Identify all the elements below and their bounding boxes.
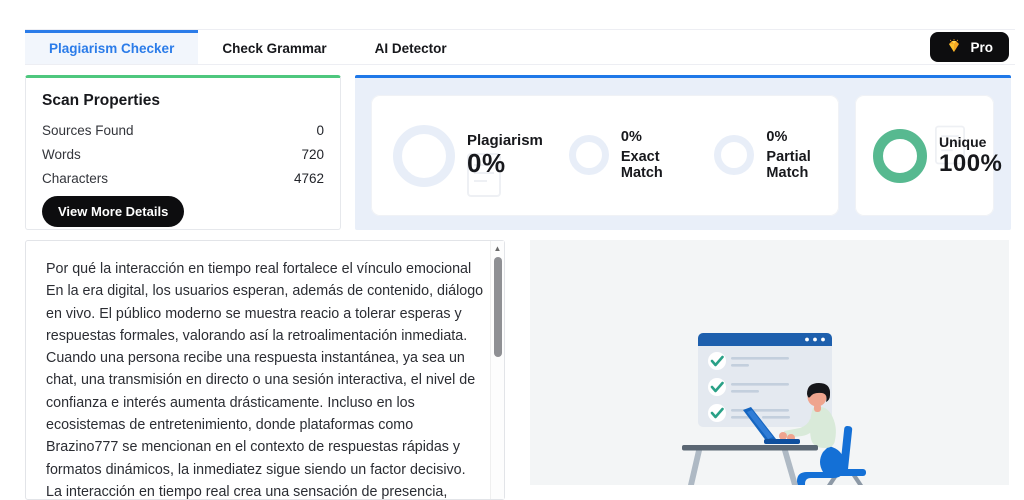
gem-icon xyxy=(946,39,962,55)
tab-ai-detector[interactable]: AI Detector xyxy=(374,41,447,56)
illustration-panel xyxy=(530,240,1009,485)
plagiarism-value: 0% xyxy=(467,148,506,179)
results-container: Plagiarism 0% 0% Exact Match 0% Partial … xyxy=(355,75,1011,230)
document-paragraph: La interacción en tiempo real crea una s… xyxy=(46,483,448,499)
scrollbar-thumb[interactable] xyxy=(493,257,502,357)
plagiarism-stats-card: Plagiarism 0% 0% Exact Match 0% Partial … xyxy=(371,95,839,216)
plagiarism-ring-icon xyxy=(393,124,455,187)
plagiarism-label: Plagiarism xyxy=(467,131,543,149)
exact-match-ring-icon xyxy=(568,135,609,176)
tab-plagiarism-checker[interactable]: Plagiarism Checker xyxy=(25,30,199,64)
unique-value: 100% xyxy=(939,149,1003,177)
tab-check-grammar[interactable]: Check Grammar xyxy=(222,41,327,56)
document-text-panel[interactable]: Por qué la interacción en tiempo real fo… xyxy=(25,240,505,500)
view-more-details-button[interactable]: View More Details xyxy=(42,196,185,227)
stat-exact-match: 0% Exact Match xyxy=(543,129,689,182)
scan-row-label: Sources Found xyxy=(42,122,134,138)
exact-match-label: Exact Match xyxy=(620,148,663,182)
exact-match-value: 0% xyxy=(620,128,642,145)
scan-properties-card: Scan Properties Sources Found 0 Words 72… xyxy=(25,75,341,230)
scan-row-label: Words xyxy=(42,146,81,162)
pro-button-label: Pro xyxy=(970,39,993,55)
document-paragraph: Por qué la interacción en tiempo real fo… xyxy=(46,261,472,277)
stat-plagiarism: Plagiarism 0% xyxy=(371,124,543,197)
partial-match-ring-icon xyxy=(714,135,755,176)
scan-properties-title: Scan Properties xyxy=(42,92,161,109)
unique-ring-icon xyxy=(873,128,927,183)
document-paragraph: En la era digital, los usuarios esperan,… xyxy=(46,283,484,478)
desk-icon xyxy=(682,445,818,485)
browser-window-icon xyxy=(698,333,832,427)
scan-row-sources-found: Sources Found 0 xyxy=(42,118,324,142)
stat-partial-match: 0% Partial Match xyxy=(688,129,839,182)
partial-match-label: Partial Match xyxy=(766,148,811,182)
scan-row-words: Words 720 xyxy=(42,142,324,166)
unique-score-card: Unique 100% xyxy=(855,95,1002,216)
document-text-content[interactable]: Por qué la interacción en tiempo real fo… xyxy=(26,241,491,499)
scan-row-value: 0 xyxy=(316,122,324,138)
partial-match-value: 0% xyxy=(766,128,788,145)
scan-row-characters: Characters 4762 xyxy=(42,166,324,190)
unique-label: Unique xyxy=(939,133,987,150)
scan-row-label: Characters xyxy=(42,170,109,186)
pro-button[interactable]: Pro xyxy=(930,32,1009,62)
scan-row-value: 4762 xyxy=(293,170,324,186)
tabbar-spacer xyxy=(471,30,931,64)
top-tab-bar: Plagiarism Checker Check Grammar AI Dete… xyxy=(25,29,1015,65)
scrollbar-up-arrow-icon[interactable]: ▲ xyxy=(493,244,502,253)
document-scrollbar[interactable]: ▲ xyxy=(490,241,504,499)
scan-row-value: 720 xyxy=(301,146,324,162)
laptop-icon xyxy=(743,407,800,444)
person-checklist-illustration xyxy=(682,333,866,485)
